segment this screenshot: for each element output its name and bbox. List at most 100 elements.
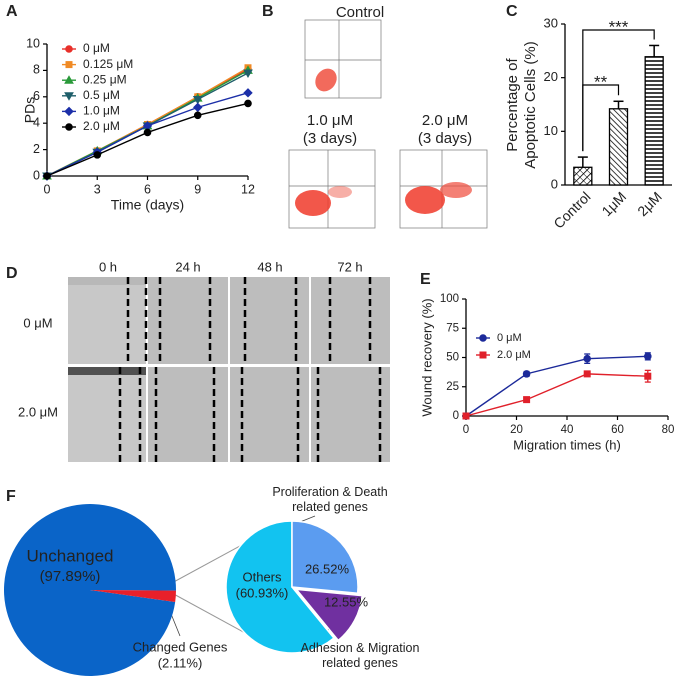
marker xyxy=(479,351,487,359)
marker xyxy=(93,151,102,159)
series-line xyxy=(46,102,249,177)
dose-label: 0 μM xyxy=(23,315,52,330)
pie-slice xyxy=(291,520,359,595)
slice-name: Changed Genes xyxy=(133,639,228,654)
panel-label: E xyxy=(420,271,431,288)
marker xyxy=(65,45,73,53)
marker xyxy=(462,412,470,420)
y-tick-label: 75 xyxy=(446,322,459,334)
time-label: 72 h xyxy=(337,259,362,274)
x-tick-label: 12 xyxy=(241,182,255,196)
marker xyxy=(243,69,253,79)
flow-plot xyxy=(399,149,488,229)
slice-value: (2.11%) xyxy=(158,655,203,670)
flow-label: Control xyxy=(336,4,384,21)
y-tick-label: 10 xyxy=(26,36,40,50)
micrograph-edge xyxy=(68,277,146,285)
legend-label: 0 μM xyxy=(83,41,110,55)
marker xyxy=(64,92,74,101)
y-tick-label: 8 xyxy=(33,63,40,77)
y-axis-label: Percentage of Apoptotic Cells (%) xyxy=(504,41,539,169)
significance-label: *** xyxy=(609,17,629,36)
significance-bracket xyxy=(582,29,655,152)
legend-label: 2.0 μM xyxy=(497,349,531,361)
flow-label: 2.0 μM xyxy=(422,112,468,129)
panel-label: F xyxy=(6,488,16,505)
y-tick-label: 2 xyxy=(33,142,40,156)
marker xyxy=(244,99,252,108)
wound-images xyxy=(68,277,390,462)
slice-name: Proliferation & Death related genes xyxy=(272,485,388,514)
marker xyxy=(522,370,531,378)
y-tick-label: 20 xyxy=(544,69,558,84)
panel-label: A xyxy=(6,3,18,20)
marker xyxy=(583,354,592,363)
x-axis-label: Migration times (h) xyxy=(513,437,621,452)
y-tick-label: 0 xyxy=(453,410,459,422)
slice-value: (60.93%) xyxy=(236,585,289,600)
y-tick-label: 25 xyxy=(446,381,459,393)
x-tick-label: 0 xyxy=(44,182,51,196)
x-tick-label: 40 xyxy=(561,424,574,436)
flow-plot xyxy=(304,19,382,99)
y-tick-label: 10 xyxy=(544,123,558,138)
slice-name: Adhesion & Migration related genes xyxy=(300,641,420,670)
micrograph xyxy=(311,367,390,462)
flow-label: 1.0 μM xyxy=(307,112,353,129)
marker xyxy=(644,372,652,380)
time-label: 48 h xyxy=(257,259,282,274)
marker xyxy=(64,106,74,117)
y-tick-label: 4 xyxy=(33,115,40,129)
pie-slice xyxy=(225,520,335,654)
marker xyxy=(65,61,73,69)
pie-slice xyxy=(3,503,176,676)
x-tick-label: 6 xyxy=(144,182,151,196)
marker xyxy=(523,396,531,404)
y-tick-label: 50 xyxy=(446,352,459,364)
y-tick-label: 0 xyxy=(551,176,558,191)
slice-value: (97.89%) xyxy=(40,568,101,585)
marker xyxy=(192,95,203,105)
legend-label: 0 μM xyxy=(497,332,522,344)
bar xyxy=(644,56,664,186)
x-tick-label: 9 xyxy=(194,182,201,196)
marker xyxy=(65,123,73,131)
flow-plot xyxy=(288,149,376,229)
marker xyxy=(193,102,203,113)
flow-label: (3 days) xyxy=(303,130,357,147)
slice-value: 12.55% xyxy=(324,594,369,609)
y-tick-label: 30 xyxy=(544,15,558,30)
pie-slice xyxy=(90,590,176,602)
legend-label: 2.0 μM xyxy=(83,119,120,133)
panel-label: B xyxy=(262,3,274,20)
micrograph xyxy=(68,277,146,364)
y-tick-label: 6 xyxy=(33,89,40,103)
y-axis-label: PDs xyxy=(22,97,38,123)
bar xyxy=(608,108,629,186)
x-axis-label: Time (days) xyxy=(111,197,184,213)
series-line xyxy=(465,355,648,417)
dose-label: 2.0 μM xyxy=(18,404,58,419)
pie-slice xyxy=(294,588,363,642)
y-tick-label: 0 xyxy=(33,168,40,182)
micrograph xyxy=(311,277,390,364)
legend-label: 0.25 μM xyxy=(83,72,127,86)
marker xyxy=(64,75,74,84)
marker xyxy=(644,352,652,361)
marker xyxy=(479,334,487,342)
y-tick-label: 100 xyxy=(440,293,459,305)
time-label: 24 h xyxy=(175,259,200,274)
marker xyxy=(43,172,51,180)
bar xyxy=(573,166,593,186)
slice-name: Others xyxy=(242,569,282,584)
x-tick-label: Control xyxy=(550,188,593,231)
y-axis-label: Wound recovery (%) xyxy=(419,298,434,416)
micrograph xyxy=(148,277,228,364)
micrograph xyxy=(68,367,146,462)
significance-label: ** xyxy=(594,72,608,91)
x-tick-label: 80 xyxy=(662,424,675,436)
x-tick-label: 3 xyxy=(94,182,101,196)
x-tick-label: 0 xyxy=(463,424,469,436)
